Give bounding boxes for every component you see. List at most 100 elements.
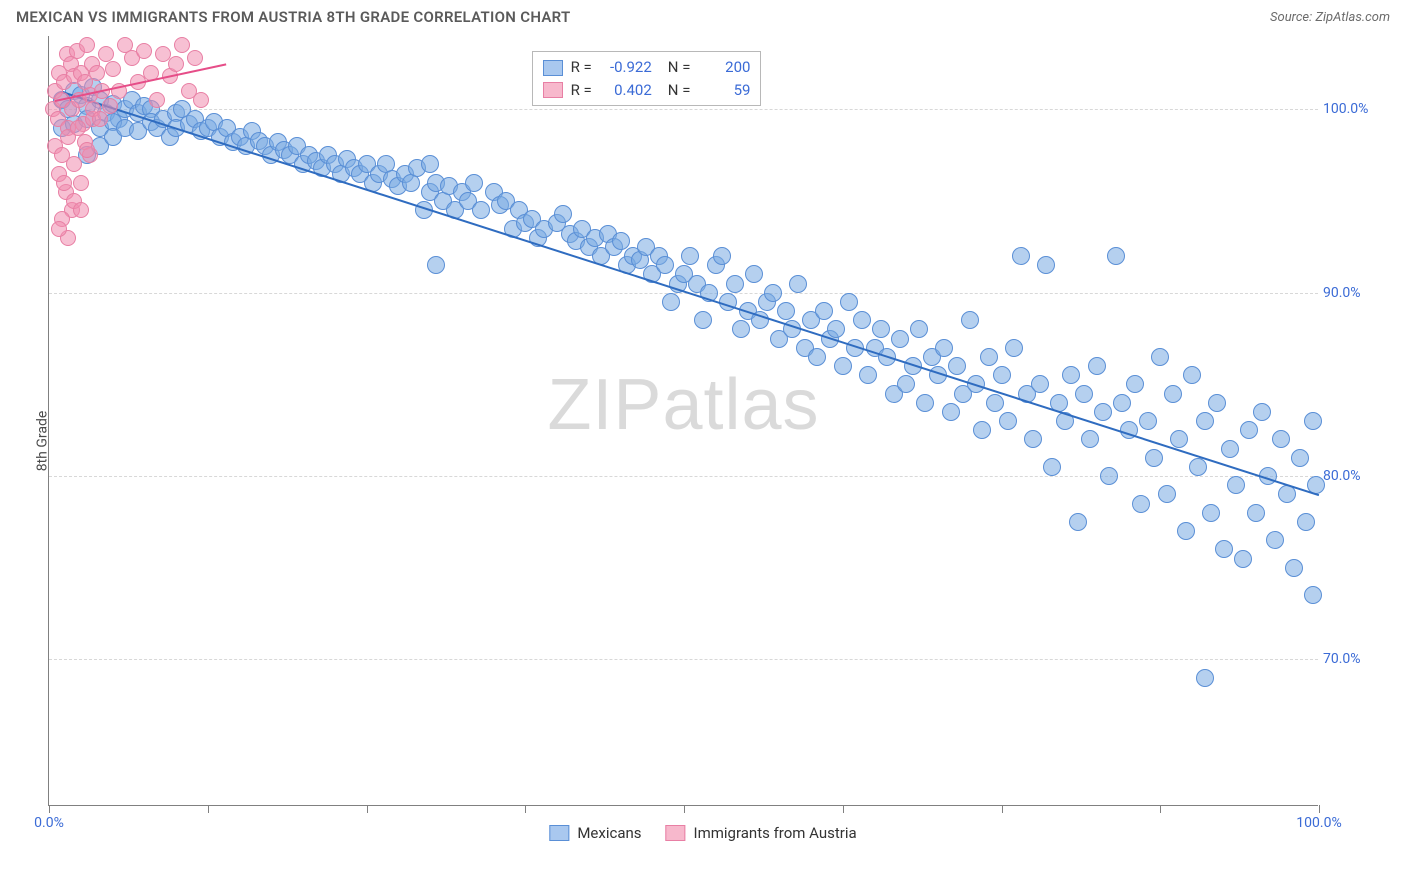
data-point [427,256,445,274]
data-point [961,311,979,329]
chart-container: 8th Grade ZIPatlas 70.0%80.0%90.0%100.0%… [0,36,1406,846]
data-point [51,221,67,237]
data-point [942,403,960,421]
chart-source: Source: ZipAtlas.com [1270,10,1390,25]
data-point [472,201,490,219]
data-point [1100,467,1118,485]
legend-swatch [543,82,563,98]
r-label: R = [571,79,592,102]
data-point [681,247,699,265]
data-point [1005,339,1023,357]
data-point [1221,440,1239,458]
data-point [1183,366,1201,384]
legend-label: Immigrants from Austria [694,824,857,842]
x-tick [208,805,209,813]
data-point [656,256,674,274]
watermark: ZIPatlas [547,364,819,446]
x-tick [1002,805,1003,813]
data-point [168,56,184,72]
x-tick [684,805,685,813]
data-point [1069,513,1087,531]
plot-area: ZIPatlas 70.0%80.0%90.0%100.0%0.0%100.0%… [48,36,1318,806]
data-point [935,339,953,357]
data-point [713,247,731,265]
data-point [694,311,712,329]
stats-legend-row: R =0.402N =59 [543,79,751,102]
data-point [1170,430,1188,448]
data-point [554,205,572,223]
data-point [986,394,1004,412]
data-point [973,421,991,439]
bottom-legend: Mexicans Immigrants from Austria [549,824,856,842]
n-label: N = [668,56,691,79]
gridline [49,659,1318,660]
data-point [79,37,95,53]
data-point [1266,531,1284,549]
data-point [105,61,121,77]
y-tick-label: 70.0% [1323,651,1378,667]
data-point [910,320,928,338]
legend-swatch [666,825,686,841]
data-point [1304,412,1322,430]
data-point [916,394,934,412]
data-point [1177,522,1195,540]
data-point [1227,476,1245,494]
data-point [1062,366,1080,384]
n-value: 59 [698,79,750,102]
data-point [1107,247,1125,265]
data-point [1151,348,1169,366]
gridline [49,293,1318,294]
x-tick [525,805,526,813]
stats-legend-row: R = -0.922 N = 200 [543,56,751,79]
data-point [1164,385,1182,403]
data-point [815,302,833,320]
data-point [421,155,439,173]
legend-label: Mexicans [577,824,641,842]
data-point [764,284,782,302]
data-point [1081,430,1099,448]
data-point [726,275,744,293]
data-point [89,65,105,81]
data-point [853,311,871,329]
data-point [1240,421,1258,439]
data-point [1196,669,1214,687]
x-tick [49,805,50,813]
data-point [980,348,998,366]
data-point [1304,586,1322,604]
y-tick-label: 100.0% [1323,101,1378,117]
data-point [1037,256,1055,274]
data-point [1012,247,1030,265]
data-point [79,142,95,158]
data-point [859,366,877,384]
data-point [56,175,72,191]
data-point [174,37,190,53]
x-tick [843,805,844,813]
r-value: -0.922 [600,56,652,79]
data-point [1139,412,1157,430]
data-point [1075,385,1093,403]
data-point [732,320,750,338]
data-point [1094,403,1112,421]
data-point [1202,504,1220,522]
data-point [662,293,680,311]
data-point [891,330,909,348]
data-point [612,232,630,250]
data-point [1031,375,1049,393]
data-point [1024,430,1042,448]
x-tick-label: 100.0% [1296,815,1341,831]
source-name: ZipAtlas.com [1315,10,1390,25]
y-tick-label: 80.0% [1323,468,1378,484]
data-point [66,156,82,172]
data-point [1215,540,1233,558]
data-point [827,320,845,338]
legend-swatch [543,60,563,76]
data-point [1272,430,1290,448]
data-point [872,320,890,338]
data-point [1291,449,1309,467]
n-value: 200 [698,56,750,79]
data-point [1088,357,1106,375]
data-point [1126,375,1144,393]
n-label: N = [668,79,691,102]
data-point [999,412,1017,430]
r-label: R = [571,56,592,79]
